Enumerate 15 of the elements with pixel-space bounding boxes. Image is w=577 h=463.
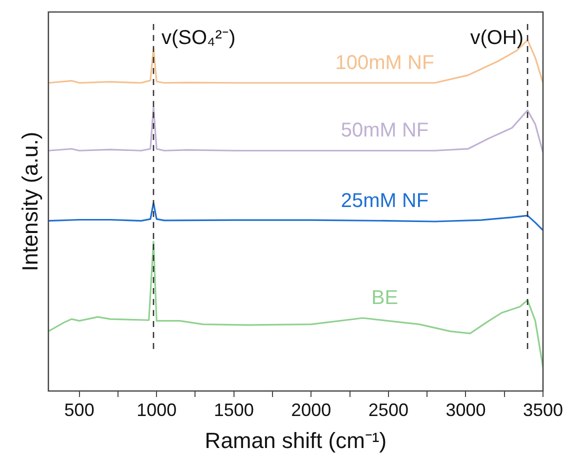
x-axis-title: Raman shift (cm⁻¹) (204, 428, 387, 453)
x-tick-label: 1000 (136, 400, 177, 420)
series-label: 50mM NF (340, 120, 429, 142)
series-label: BE (371, 287, 398, 310)
series-label: 100mM NF (335, 52, 434, 74)
x-tick-label: 500 (64, 400, 94, 420)
x-tick-label: 3000 (446, 400, 486, 420)
ref-line-label: v(OH) (470, 27, 524, 49)
x-tick-label: 1500 (214, 400, 254, 420)
y-axis-title: Intensity (a.u.) (17, 132, 42, 272)
x-tick-label: 3500 (522, 400, 564, 420)
x-tick-label: 2000 (291, 400, 332, 420)
x-tick-label: 2500 (368, 400, 408, 420)
series-label: 25mM NF (340, 190, 429, 212)
ref-line-label: v(SO₄²⁻) (162, 27, 236, 49)
